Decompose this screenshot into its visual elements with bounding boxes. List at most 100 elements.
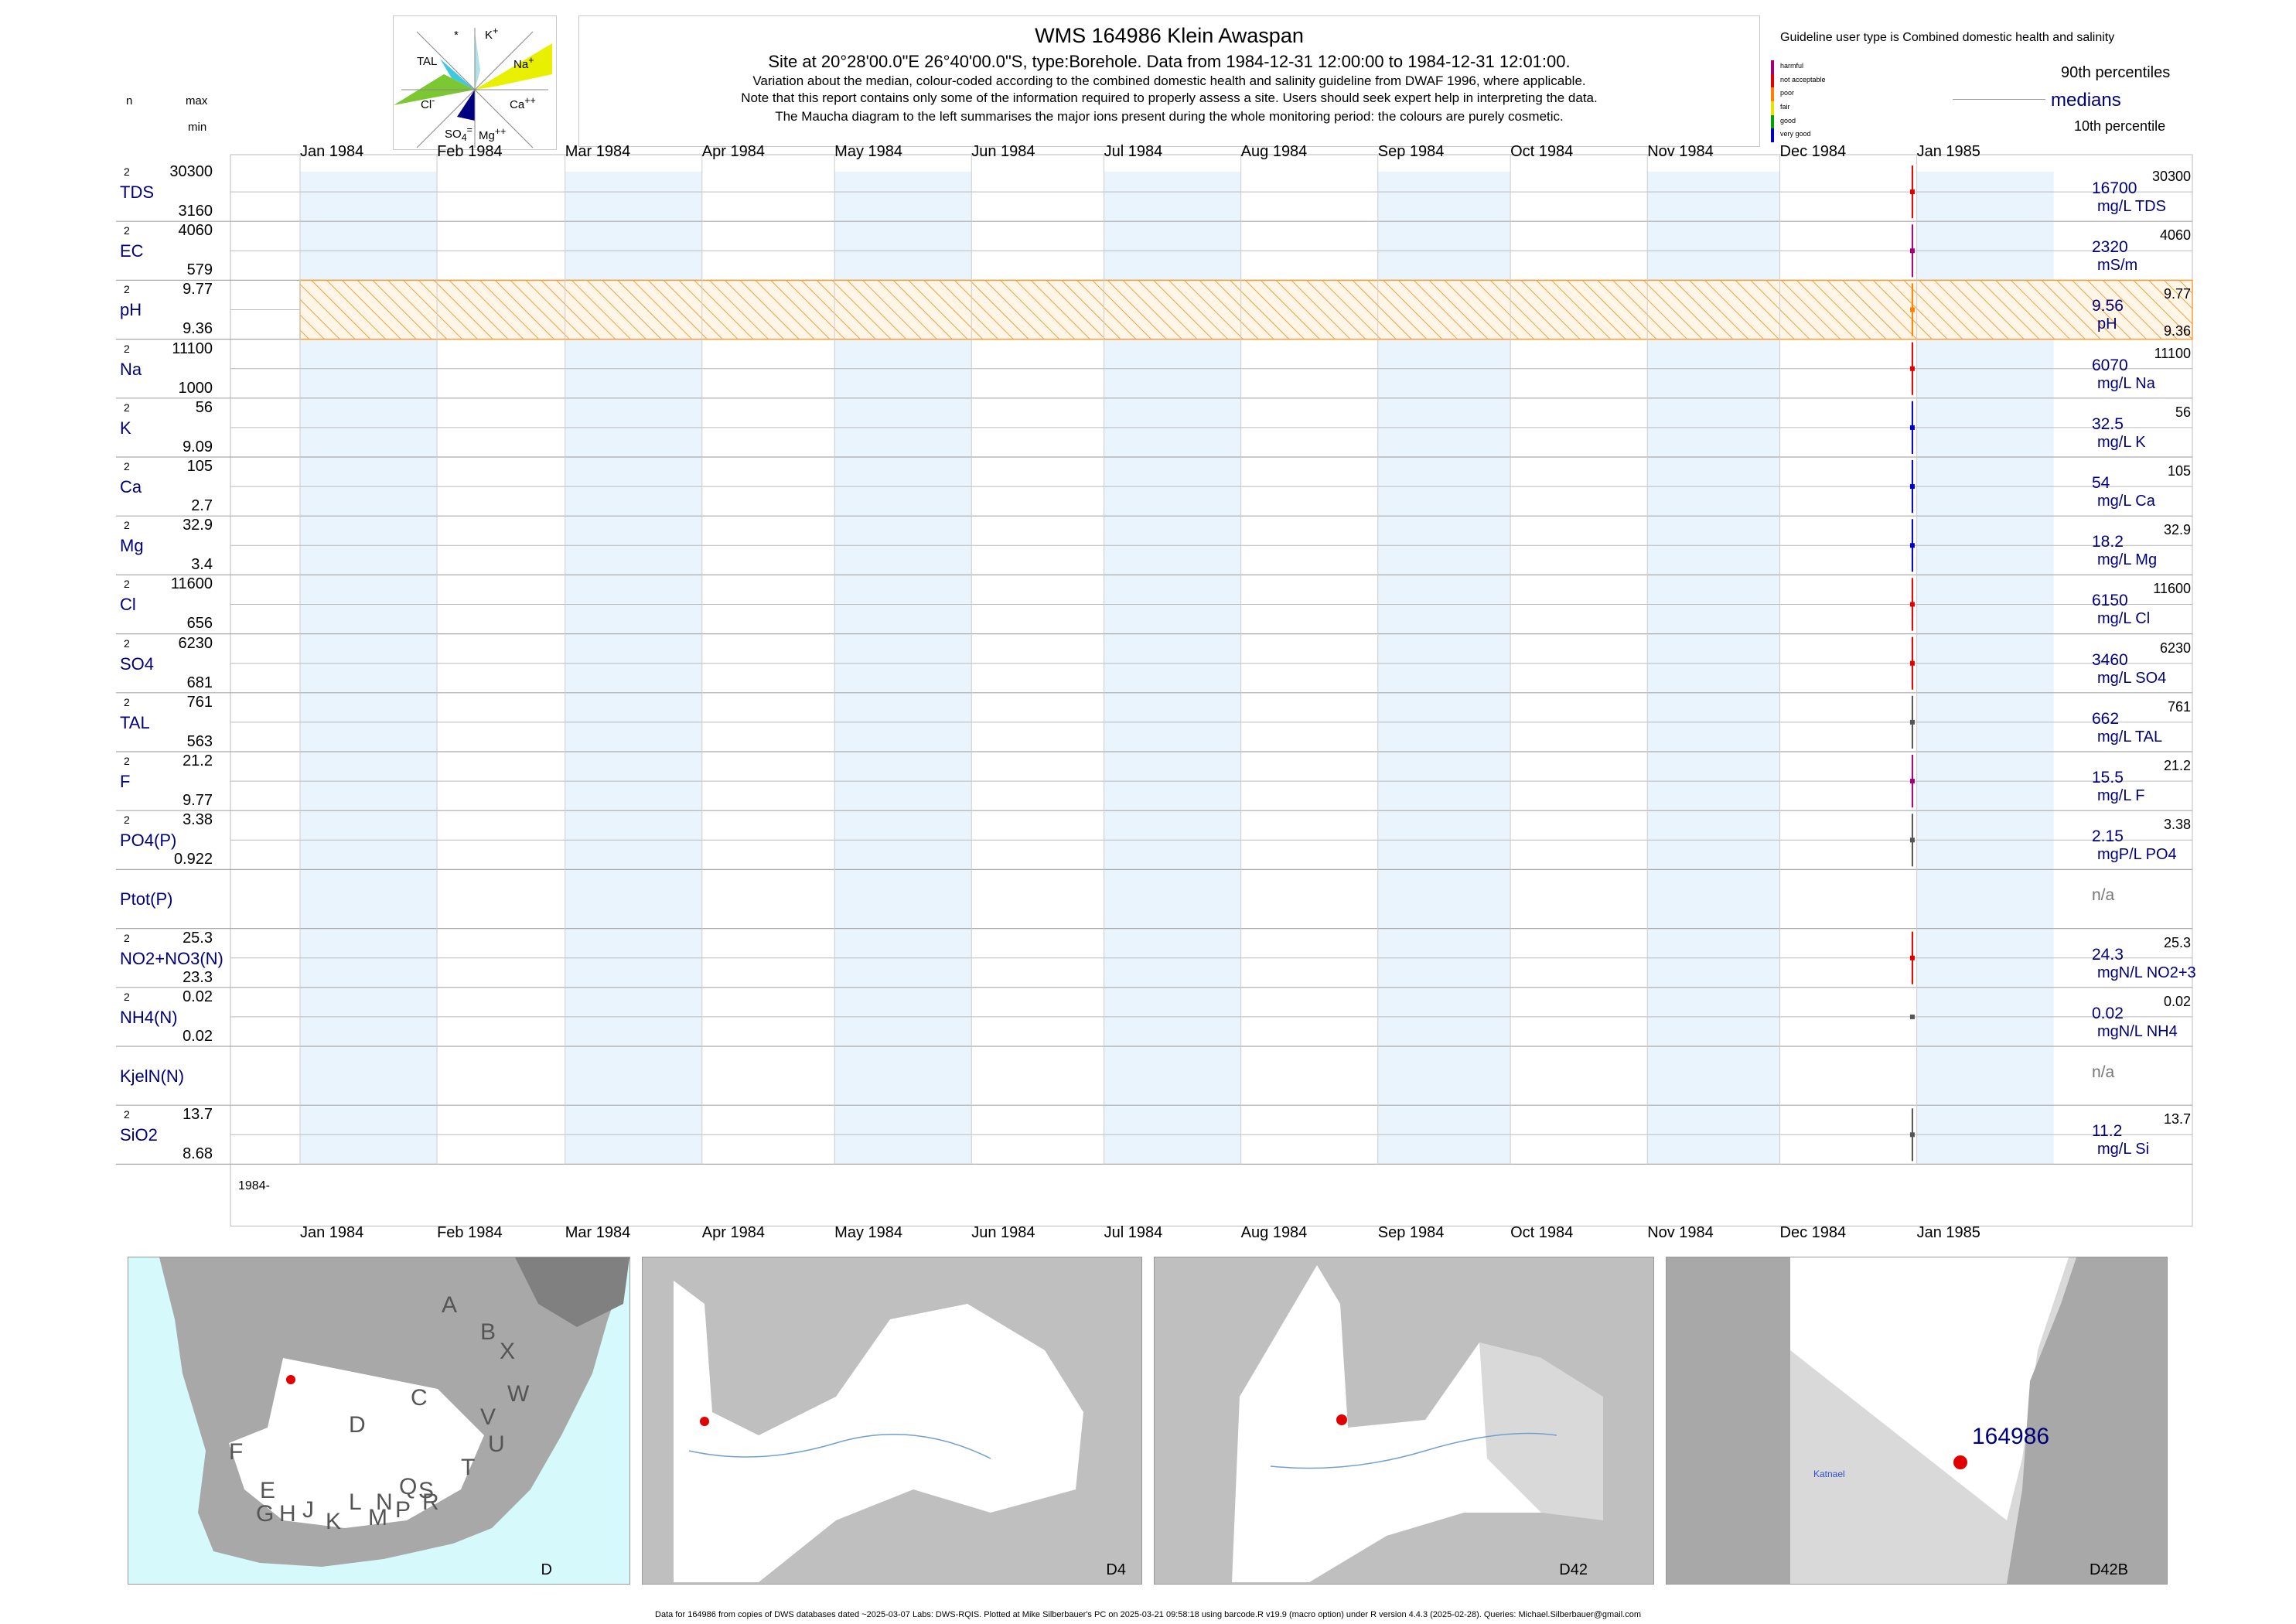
- param-name-f: F: [120, 772, 131, 791]
- map-d-north: [515, 1257, 629, 1327]
- param-min-ca: 2.7: [191, 497, 213, 514]
- param-unit-tal: mg/L TAL: [2097, 728, 2163, 745]
- param-median-tal: 662: [2092, 709, 2120, 728]
- map-region-label: C: [411, 1385, 428, 1411]
- param-max-k: 56: [195, 398, 213, 416]
- report-header: WMS 164986 Klein Awaspan Site at 20°28'0…: [578, 15, 1760, 147]
- param-median-na: 6070: [2092, 356, 2128, 374]
- param-rmax-ec: 4060: [2159, 227, 2191, 244]
- param-n-ph: 2: [124, 283, 130, 296]
- param-name-ph: pH: [120, 300, 142, 320]
- param-rmax-sio2: 13.7: [2163, 1111, 2191, 1128]
- param-rmax-na: 11100: [2154, 345, 2191, 361]
- param-name-mg: Mg: [120, 536, 144, 556]
- month-label-top: Apr 1984: [701, 143, 765, 160]
- param-min-ph: 9.36: [183, 320, 213, 338]
- map-region-label: T: [461, 1455, 476, 1480]
- guideline-swatch: [1771, 60, 1774, 74]
- map-region-label: M: [368, 1505, 387, 1530]
- map-region-label: L: [349, 1489, 362, 1515]
- param-rmax-no3: 25.3: [2163, 934, 2191, 950]
- param-max-ph: 9.77: [183, 281, 213, 299]
- param-unit-ec: mS/m: [2097, 257, 2138, 275]
- param-name-no3: NO2+NO3(N): [120, 948, 223, 968]
- map-d42-label: D42: [1559, 1561, 1588, 1578]
- map-d42b: 164986 Katnael D42B: [1666, 1257, 2168, 1585]
- parameter-chart: [116, 154, 2193, 1227]
- param-rmax-tds: 30300: [2151, 169, 2191, 184]
- param-min-tds: 3160: [178, 203, 213, 220]
- month-label-top: Jan 1985: [1916, 143, 1980, 160]
- param-n-tal: 2: [124, 695, 130, 708]
- param-unit-na: mg/L Na: [2097, 374, 2155, 392]
- maucha-label-mg: Mg++: [479, 126, 507, 142]
- param-median-no3: 24.3: [2092, 945, 2124, 964]
- month-label-top: Jan 1984: [300, 143, 364, 160]
- sample-median-tal: [1909, 719, 1915, 725]
- map-d42b-label: D42B: [2089, 1561, 2128, 1578]
- map-region-label: K: [326, 1509, 342, 1534]
- month-label-top: Mar 1984: [565, 143, 631, 160]
- param-unit-sio2: mg/L Si: [2097, 1141, 2150, 1158]
- maucha-na-wedge: [475, 43, 552, 90]
- param-unit-f: mg/L F: [2097, 787, 2145, 804]
- param-median-tds: 16700: [2092, 179, 2137, 197]
- map-d42b-place-label: Katnael: [1813, 1469, 1845, 1479]
- month-label-top: May 1984: [834, 143, 902, 160]
- param-max-ec: 4060: [178, 222, 213, 240]
- param-median-ptot: n/a: [2092, 886, 2115, 905]
- param-name-po4: PO4(P): [120, 831, 177, 851]
- map-d4-label: D4: [1106, 1561, 1126, 1578]
- month-label-top: Jun 1984: [971, 143, 1035, 160]
- ph-guideline-band: [299, 279, 2193, 340]
- param-min-cl: 656: [186, 615, 213, 633]
- param-min-na: 1000: [178, 379, 213, 397]
- month-label-bottom: Feb 1984: [437, 1224, 503, 1242]
- param-unit-mg: mg/L Mg: [2097, 551, 2158, 569]
- sample-median-ca: [1909, 484, 1915, 490]
- maucha-k-wedge: [475, 32, 480, 90]
- param-rmax-tal: 761: [2167, 698, 2191, 715]
- maucha-so4-wedge: [457, 90, 475, 121]
- param-name-tal: TAL: [120, 712, 150, 732]
- param-min-f: 9.77: [183, 792, 213, 809]
- param-median-cl: 6150: [2092, 592, 2128, 610]
- month-label-top: Dec 1984: [1779, 143, 1847, 160]
- param-n-k: 2: [124, 401, 130, 414]
- map-d-site-marker: [286, 1375, 295, 1384]
- header-note-1: Variation about the median, colour-coded…: [752, 73, 1586, 88]
- map-d4-river: [688, 1434, 991, 1459]
- param-name-na: Na: [120, 359, 142, 379]
- maucha-label-tal: TAL: [417, 55, 438, 68]
- param-rmax-k: 56: [2175, 404, 2191, 420]
- map-region-label: H: [279, 1501, 296, 1527]
- maucha-diagram: K+ * TAL Na+ Cl- Ca++ SO4= Mg++: [393, 15, 557, 150]
- param-max-po4: 3.38: [183, 811, 213, 829]
- month-label-bottom: Sep 1984: [1377, 1224, 1445, 1242]
- param-name-cl: Cl: [120, 595, 136, 615]
- param-name-ptot: Ptot(P): [120, 889, 173, 909]
- param-n-po4: 2: [124, 814, 130, 827]
- param-max-mg: 32.9: [183, 517, 213, 534]
- guideline-class-label: good: [1780, 116, 1796, 125]
- sample-median-f: [1909, 779, 1915, 784]
- map-d42b-basin: [1790, 1257, 2069, 1520]
- month-label-top: Jul 1984: [1104, 143, 1163, 160]
- footer-text: Data for 164986 from copies of DWS datab…: [655, 1610, 1641, 1619]
- left-header-n: n: [126, 94, 133, 107]
- param-median-so4: 3460: [2092, 650, 2128, 669]
- month-label-bottom: Jul 1984: [1104, 1224, 1163, 1242]
- param-min-ec: 579: [186, 261, 213, 279]
- month-label-bottom: Jan 1984: [300, 1224, 364, 1242]
- month-label-top: Aug 1984: [1240, 143, 1308, 160]
- param-n-ec: 2: [124, 224, 130, 237]
- guideline-swatch: [1771, 101, 1774, 115]
- left-header-min: min: [188, 121, 207, 134]
- param-n-tds: 2: [124, 165, 130, 178]
- guideline-class-label: not acceptable: [1780, 75, 1826, 84]
- maucha-label-so4: SO4=: [445, 125, 473, 143]
- map-region-label: X: [500, 1339, 516, 1364]
- month-label-bottom: Jun 1984: [971, 1224, 1035, 1242]
- map-d42b-west: [1667, 1257, 1790, 1584]
- param-unit-k: mg/L K: [2097, 433, 2146, 451]
